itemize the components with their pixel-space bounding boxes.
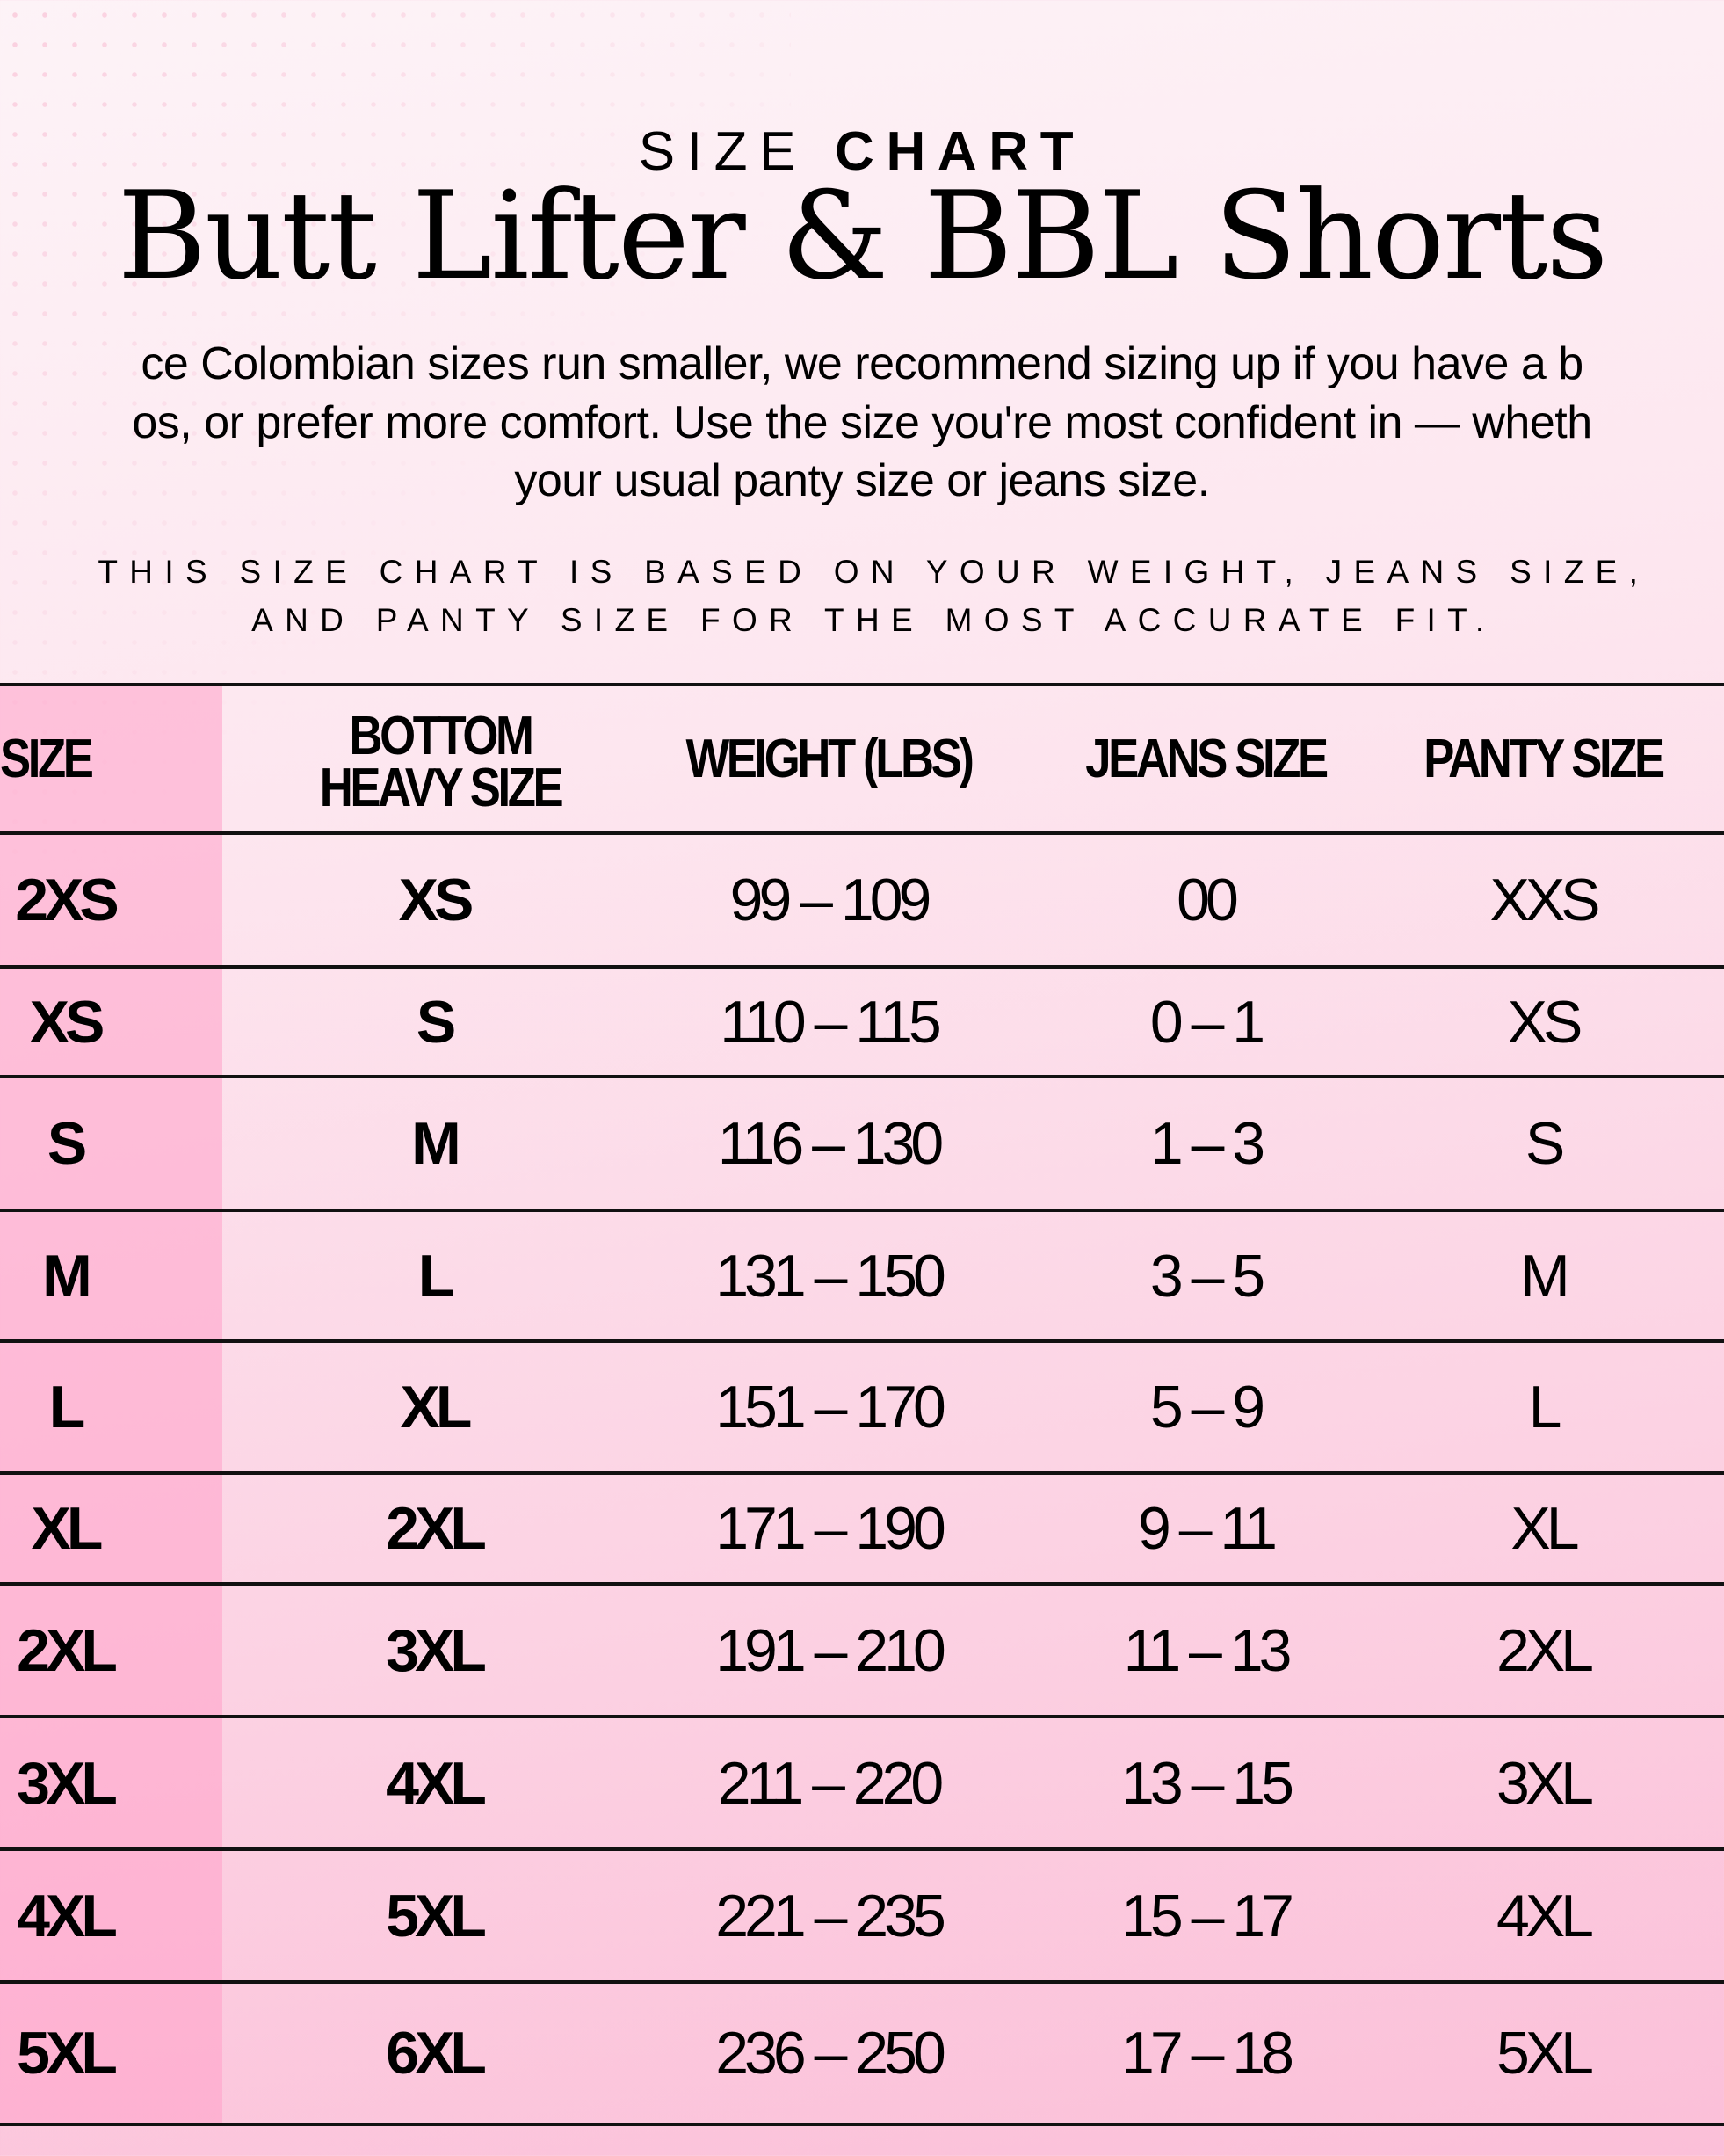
cell-jeans-size: 9 – 11	[1137, 1495, 1278, 1562]
cell-weight: 211 – 220	[717, 1749, 944, 1817]
cell-bottom-heavy-size: S	[416, 988, 456, 1056]
row-divider	[0, 965, 1724, 969]
header-size: SIZE	[0, 729, 94, 789]
cell-weight: 171 – 190	[715, 1495, 946, 1562]
header-panty: PANTY SIZE	[1423, 729, 1665, 789]
intro-line-2: os, or prefer more comfort. Use the size…	[132, 397, 1592, 448]
cell-jeans-size: 5 – 9	[1149, 1374, 1265, 1441]
header-jeans: JEANS SIZE	[1085, 729, 1329, 789]
cell-panty-size: XL	[1510, 1495, 1579, 1562]
note-line-1: THIS SIZE CHART IS BASED ON YOUR WEIGHT,…	[98, 554, 1650, 590]
row-divider	[0, 1339, 1724, 1343]
cell-weight: 221 – 235	[715, 1882, 946, 1949]
cell-panty-size: XS	[1507, 988, 1583, 1056]
cell-bottom-heavy-size: 3XL	[386, 1616, 487, 1684]
cell-panty-size: XXS	[1489, 867, 1600, 933]
cell-jeans-size: 11 – 13	[1123, 1616, 1293, 1684]
cell-size: 5XL	[17, 2020, 118, 2087]
note-line-2: AND PANTY SIZE FOR THE MOST ACCURATE FIT…	[251, 602, 1496, 638]
intro-line-1: ce Colombian sizes run smaller, we recom…	[141, 338, 1583, 389]
cell-panty-size: 2XL	[1496, 1616, 1594, 1684]
row-divider	[0, 1075, 1724, 1078]
cell-bottom-heavy-size: 4XL	[386, 1749, 487, 1817]
cell-size: 2XS	[15, 867, 120, 933]
row-divider	[0, 1847, 1724, 1851]
cell-jeans-size: 00	[1177, 867, 1239, 933]
cell-jeans-size: 17 – 18	[1121, 2020, 1294, 2087]
cell-bottom-heavy-size: M	[411, 1110, 461, 1177]
cell-panty-size: 4XL	[1496, 1882, 1594, 1949]
cell-weight: 116 – 130	[717, 1110, 944, 1177]
cell-bottom-heavy-size: XL	[400, 1374, 473, 1441]
header-bottom-heavy: BOTTOM HEAVY SIZE	[319, 706, 564, 818]
cell-panty-size: L	[1528, 1374, 1562, 1441]
cell-bottom-heavy-size: 2XL	[386, 1495, 487, 1562]
cell-jeans-size: 0 – 1	[1149, 988, 1265, 1056]
cell-size: XL	[31, 1495, 104, 1562]
header-bottom-heavy-line-1: BOTTOM	[349, 706, 534, 766]
size-chart-kicker: SIZE CHART	[0, 125, 1724, 179]
row-divider	[0, 2123, 1724, 2126]
cell-size: 4XL	[17, 1882, 118, 1949]
cell-jeans-size: 3 – 5	[1149, 1242, 1265, 1310]
cell-weight: 110 – 115	[720, 988, 941, 1056]
cell-bottom-heavy-size: 6XL	[386, 2020, 487, 2087]
cell-jeans-size: 15 – 17	[1121, 1882, 1294, 1949]
kicker-bold: CHART	[835, 121, 1086, 182]
cell-size: L	[48, 1374, 85, 1441]
row-divider	[0, 1471, 1724, 1475]
cell-weight: 99 – 109	[729, 867, 932, 933]
cell-size: S	[47, 1110, 87, 1177]
cell-size: M	[42, 1242, 92, 1310]
cell-bottom-heavy-size: XS	[398, 867, 474, 933]
size-table: SIZE BOTTOM HEAVY SIZE WEIGHT (LBS) JEAN…	[0, 683, 1724, 2126]
row-divider	[0, 831, 1724, 835]
page-title: Butt Lifter & BBL Shorts	[117, 165, 1609, 307]
row-divider	[0, 1209, 1724, 1212]
row-divider	[0, 1715, 1724, 1718]
header-bottom-heavy-line-2: HEAVY SIZE	[319, 757, 564, 818]
row-divider	[0, 1980, 1724, 1984]
cell-weight: 236 – 250	[715, 2020, 946, 2087]
cell-weight: 131 – 150	[715, 1242, 946, 1310]
cell-size: 2XL	[17, 1616, 118, 1684]
row-divider	[0, 683, 1724, 686]
cell-jeans-size: 13 – 15	[1121, 1749, 1294, 1817]
size-column-highlight	[0, 685, 222, 2124]
cell-weight: 191 – 210	[715, 1616, 946, 1684]
cell-bottom-heavy-size: 5XL	[386, 1882, 487, 1949]
cell-panty-size: S	[1525, 1110, 1565, 1177]
header-weight: WEIGHT (LBS)	[685, 729, 974, 789]
cell-jeans-size: 1 – 3	[1149, 1110, 1265, 1177]
cell-weight: 151 – 170	[715, 1374, 946, 1441]
kicker-light: SIZE	[638, 121, 808, 182]
cell-panty-size: 5XL	[1496, 2020, 1594, 2087]
cell-size: XS	[29, 988, 105, 1056]
cell-panty-size: M	[1520, 1242, 1570, 1310]
cell-size: 3XL	[17, 1749, 118, 1817]
row-divider	[0, 1582, 1724, 1586]
cell-bottom-heavy-size: L	[417, 1242, 454, 1310]
intro-line-3: your usual panty size or jeans size.	[514, 455, 1210, 506]
cell-panty-size: 3XL	[1496, 1749, 1594, 1817]
